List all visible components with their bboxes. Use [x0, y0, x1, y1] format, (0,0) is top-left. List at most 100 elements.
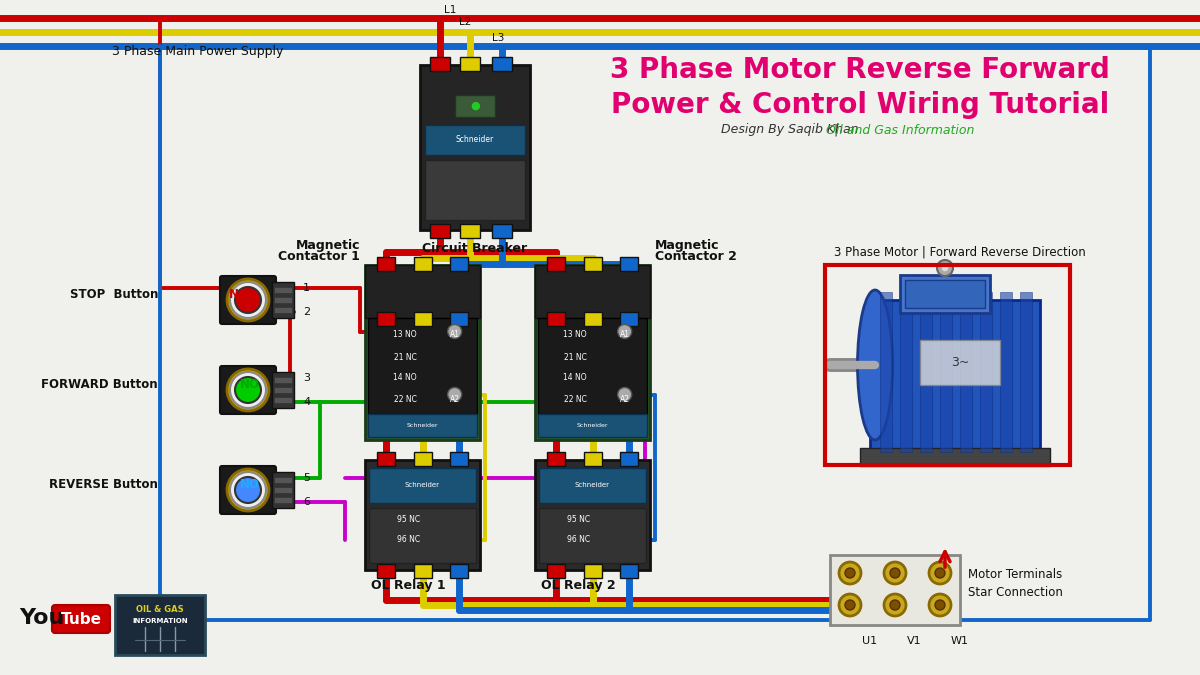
Text: 13 NO: 13 NO — [394, 330, 418, 339]
Bar — [539, 468, 646, 503]
Text: You: You — [19, 608, 65, 628]
Bar — [1020, 292, 1032, 452]
Text: V1: V1 — [907, 636, 922, 646]
Circle shape — [839, 594, 862, 616]
Text: W1: W1 — [950, 636, 968, 646]
Bar — [620, 311, 638, 325]
Bar — [920, 340, 1000, 385]
Text: Motor Terminals: Motor Terminals — [968, 568, 1062, 581]
Text: 2: 2 — [302, 307, 310, 317]
Circle shape — [230, 472, 266, 508]
Bar — [900, 275, 990, 313]
Bar — [905, 280, 985, 308]
Bar — [450, 257, 468, 271]
Text: REVERSE Button: REVERSE Button — [49, 479, 158, 491]
Text: FORWARD Button: FORWARD Button — [41, 379, 158, 391]
Bar — [547, 257, 565, 271]
FancyBboxPatch shape — [220, 366, 276, 414]
Bar — [365, 460, 480, 570]
Text: NO: NO — [240, 479, 260, 491]
Text: A1: A1 — [619, 330, 630, 339]
Bar — [274, 307, 292, 313]
Circle shape — [230, 282, 266, 318]
Circle shape — [227, 279, 269, 321]
Bar — [425, 160, 526, 220]
Bar — [583, 311, 601, 325]
Text: 3 Phase Motor Reverse Forward: 3 Phase Motor Reverse Forward — [610, 56, 1110, 84]
Text: 21 NC: 21 NC — [564, 352, 587, 362]
Bar — [420, 65, 530, 230]
Text: L3: L3 — [492, 33, 504, 43]
Text: STOP  Button: STOP Button — [70, 288, 158, 302]
Bar — [620, 452, 638, 466]
Text: A1: A1 — [450, 330, 460, 339]
Text: Schneider: Schneider — [456, 136, 494, 144]
Text: NC: NC — [229, 288, 247, 302]
Text: Schneider: Schneider — [576, 423, 607, 428]
Bar — [274, 387, 292, 393]
Bar — [365, 265, 480, 440]
Bar — [539, 508, 646, 563]
FancyBboxPatch shape — [52, 605, 110, 633]
Bar — [460, 57, 480, 71]
Bar — [274, 477, 292, 483]
Bar — [900, 292, 912, 452]
Bar — [538, 317, 647, 414]
Bar — [377, 311, 395, 325]
Bar — [425, 125, 526, 155]
FancyBboxPatch shape — [220, 276, 276, 324]
Text: Star Connection: Star Connection — [967, 587, 1062, 599]
Bar — [365, 265, 480, 317]
Text: 21 NC: 21 NC — [394, 352, 416, 362]
Bar — [430, 224, 450, 238]
Bar — [583, 257, 601, 271]
Text: 95 NC: 95 NC — [568, 516, 590, 524]
Circle shape — [890, 568, 900, 578]
Bar — [274, 377, 292, 383]
Text: OL Relay 1: OL Relay 1 — [371, 580, 446, 593]
Circle shape — [235, 477, 262, 503]
Bar — [370, 508, 476, 563]
Text: L2: L2 — [458, 17, 472, 27]
Text: 3: 3 — [302, 373, 310, 383]
Text: U1: U1 — [862, 636, 877, 646]
Circle shape — [937, 260, 953, 276]
Text: OL Relay 2: OL Relay 2 — [541, 580, 616, 593]
Text: ●: ● — [470, 101, 480, 111]
Text: |: | — [830, 124, 842, 136]
Text: Schneider: Schneider — [404, 482, 439, 488]
Bar — [414, 564, 432, 578]
Text: 3 Phase Motor | Forward Reverse Direction: 3 Phase Motor | Forward Reverse Directio… — [834, 246, 1086, 259]
Text: A2: A2 — [450, 394, 460, 404]
Bar — [370, 468, 476, 503]
Bar — [1000, 292, 1012, 452]
Text: Oil and Gas Information: Oil and Gas Information — [826, 124, 974, 136]
Bar — [455, 95, 496, 117]
Circle shape — [845, 600, 854, 610]
Circle shape — [448, 387, 462, 402]
Circle shape — [929, 594, 952, 616]
Text: 96 NC: 96 NC — [397, 535, 420, 545]
Text: 22 NC: 22 NC — [564, 394, 587, 404]
Text: 6: 6 — [302, 497, 310, 507]
Bar — [377, 452, 395, 466]
Bar — [583, 452, 601, 466]
Bar — [274, 397, 292, 403]
Circle shape — [448, 325, 462, 338]
Bar — [414, 311, 432, 325]
Bar — [920, 292, 932, 452]
Bar — [535, 460, 650, 570]
Text: L1: L1 — [444, 5, 456, 15]
Text: Magnetic: Magnetic — [295, 238, 360, 252]
Bar — [538, 414, 647, 437]
Text: Magnetic: Magnetic — [655, 238, 720, 252]
Bar — [450, 452, 468, 466]
Text: 1: 1 — [302, 283, 310, 293]
Text: NO: NO — [240, 379, 260, 391]
Bar — [547, 452, 565, 466]
Bar — [830, 555, 960, 625]
Text: Circuit Breaker: Circuit Breaker — [422, 242, 528, 254]
Bar — [460, 224, 480, 238]
Bar — [620, 257, 638, 271]
Text: 13 NO: 13 NO — [564, 330, 587, 339]
